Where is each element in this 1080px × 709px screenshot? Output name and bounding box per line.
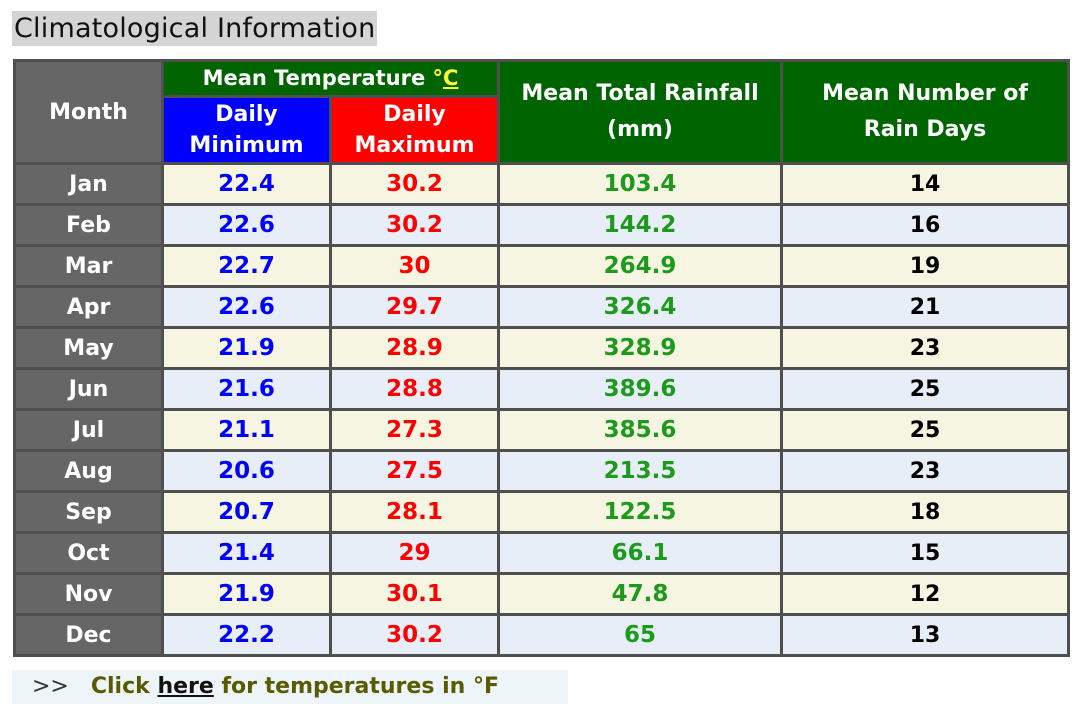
min-temp-cell: 21.9 bbox=[164, 575, 329, 613]
footer-prefix: Click bbox=[90, 674, 158, 699]
rain-days-cell: 12 bbox=[783, 575, 1068, 613]
table-row: Aug 20.6 27.5 213.5 23 bbox=[16, 452, 1068, 490]
rainfall-cell: 103.4 bbox=[500, 165, 781, 203]
rainfall-cell: 213.5 bbox=[500, 452, 781, 490]
max-temp-cell: 27.3 bbox=[332, 411, 498, 449]
rain-days-cell: 25 bbox=[783, 370, 1068, 408]
month-cell: Mar bbox=[16, 247, 161, 285]
min-temp-cell: 21.6 bbox=[164, 370, 329, 408]
rainfall-cell: 328.9 bbox=[500, 329, 781, 367]
rainfall-cell: 389.6 bbox=[500, 370, 781, 408]
month-cell: Apr bbox=[16, 288, 161, 326]
month-cell: Jul bbox=[16, 411, 161, 449]
table-row: Mar 22.7 30 264.9 19 bbox=[16, 247, 1068, 285]
month-cell: May bbox=[16, 329, 161, 367]
rain-days-cell: 16 bbox=[783, 206, 1068, 244]
min-temp-cell: 22.6 bbox=[164, 288, 329, 326]
footer-suffix: for temperatures in °F bbox=[213, 674, 499, 699]
table-row: Nov 21.9 30.1 47.8 12 bbox=[16, 575, 1068, 613]
daily-minimum-line2: Minimum bbox=[189, 133, 304, 158]
min-temp-cell: 21.4 bbox=[164, 534, 329, 572]
rainfall-cell: 47.8 bbox=[500, 575, 781, 613]
fahrenheit-link[interactable]: here bbox=[157, 674, 214, 699]
rain-days-cell: 19 bbox=[783, 247, 1068, 285]
rain-days-cell: 23 bbox=[783, 329, 1068, 367]
rainfall-cell: 326.4 bbox=[500, 288, 781, 326]
daily-maximum-header: Daily Maximum bbox=[332, 98, 498, 162]
rainfall-cell: 65 bbox=[500, 616, 781, 654]
rainfall-cell: 66.1 bbox=[500, 534, 781, 572]
min-temp-cell: 22.6 bbox=[164, 206, 329, 244]
rainfall-cell: 264.9 bbox=[500, 247, 781, 285]
month-cell: Oct bbox=[16, 534, 161, 572]
rainfall-cell: 385.6 bbox=[500, 411, 781, 449]
min-temp-cell: 22.7 bbox=[164, 247, 329, 285]
month-cell: Dec bbox=[16, 616, 161, 654]
month-cell: Jun bbox=[16, 370, 161, 408]
table-row: Feb 22.6 30.2 144.2 16 bbox=[16, 206, 1068, 244]
max-temp-cell: 30.1 bbox=[332, 575, 498, 613]
rainfall-header-line1: Mean Total Rainfall bbox=[521, 81, 759, 106]
table-row: Jan 22.4 30.2 103.4 14 bbox=[16, 165, 1068, 203]
rain-days-cell: 15 bbox=[783, 534, 1068, 572]
max-temp-cell: 28.8 bbox=[332, 370, 498, 408]
rainfall-header: Mean Total Rainfall (mm) bbox=[500, 62, 781, 162]
rain-days-header: Mean Number of Rain Days bbox=[783, 62, 1068, 162]
month-cell: Feb bbox=[16, 206, 161, 244]
rainfall-cell: 144.2 bbox=[500, 206, 781, 244]
month-cell: Nov bbox=[16, 575, 161, 613]
rainfall-cell: 122.5 bbox=[500, 493, 781, 531]
mean-temperature-label: Mean Temperature bbox=[202, 66, 433, 90]
max-temp-cell: 28.1 bbox=[332, 493, 498, 531]
table-row: Jun 21.6 28.8 389.6 25 bbox=[16, 370, 1068, 408]
daily-minimum-line1: Daily bbox=[215, 102, 278, 127]
rain-days-cell: 18 bbox=[783, 493, 1068, 531]
min-temp-cell: 21.9 bbox=[164, 329, 329, 367]
table-row: Apr 22.6 29.7 326.4 21 bbox=[16, 288, 1068, 326]
max-temp-cell: 30.2 bbox=[332, 165, 498, 203]
month-cell: Jan bbox=[16, 165, 161, 203]
mean-temperature-header: Mean Temperature °C bbox=[164, 62, 498, 95]
rain-days-cell: 23 bbox=[783, 452, 1068, 490]
rain-days-cell: 13 bbox=[783, 616, 1068, 654]
min-temp-cell: 22.4 bbox=[164, 165, 329, 203]
climate-table: Month Mean Temperature °C Mean Total Rai… bbox=[13, 59, 1071, 657]
rain-days-cell: 25 bbox=[783, 411, 1068, 449]
temperature-unit: °C bbox=[433, 66, 459, 90]
rain-days-cell: 14 bbox=[783, 165, 1068, 203]
daily-minimum-header: Daily Minimum bbox=[164, 98, 329, 162]
table-row: Oct 21.4 29 66.1 15 bbox=[16, 534, 1068, 572]
month-header: Month bbox=[16, 62, 161, 162]
table-row: Jul 21.1 27.3 385.6 25 bbox=[16, 411, 1068, 449]
table-row: Sep 20.7 28.1 122.5 18 bbox=[16, 493, 1068, 531]
min-temp-cell: 22.2 bbox=[164, 616, 329, 654]
table-row: Dec 22.2 30.2 65 13 bbox=[16, 616, 1068, 654]
degree-symbol: ° bbox=[432, 66, 444, 90]
max-temp-cell: 29.7 bbox=[332, 288, 498, 326]
page-title: Climatological Information bbox=[12, 11, 378, 46]
max-temp-cell: 30.2 bbox=[332, 616, 498, 654]
fahrenheit-footer: >> Click here for temperatures in °F bbox=[12, 670, 568, 704]
min-temp-cell: 20.6 bbox=[164, 452, 329, 490]
max-temp-cell: 30 bbox=[332, 247, 498, 285]
rain-days-cell: 21 bbox=[783, 288, 1068, 326]
month-cell: Sep bbox=[16, 493, 161, 531]
rainfall-header-line2: (mm) bbox=[607, 117, 673, 142]
celsius-unit-link[interactable]: C bbox=[443, 66, 459, 90]
max-temp-cell: 28.9 bbox=[332, 329, 498, 367]
daily-maximum-line1: Daily bbox=[383, 102, 446, 127]
min-temp-cell: 21.1 bbox=[164, 411, 329, 449]
month-cell: Aug bbox=[16, 452, 161, 490]
table-row: May 21.9 28.9 328.9 23 bbox=[16, 329, 1068, 367]
rain-days-header-line2: Rain Days bbox=[863, 117, 987, 142]
max-temp-cell: 30.2 bbox=[332, 206, 498, 244]
rain-days-header-line1: Mean Number of bbox=[822, 81, 1028, 106]
max-temp-cell: 27.5 bbox=[332, 452, 498, 490]
double-arrow-icon: >> bbox=[32, 674, 69, 699]
daily-maximum-line2: Maximum bbox=[354, 133, 475, 158]
min-temp-cell: 20.7 bbox=[164, 493, 329, 531]
max-temp-cell: 29 bbox=[332, 534, 498, 572]
